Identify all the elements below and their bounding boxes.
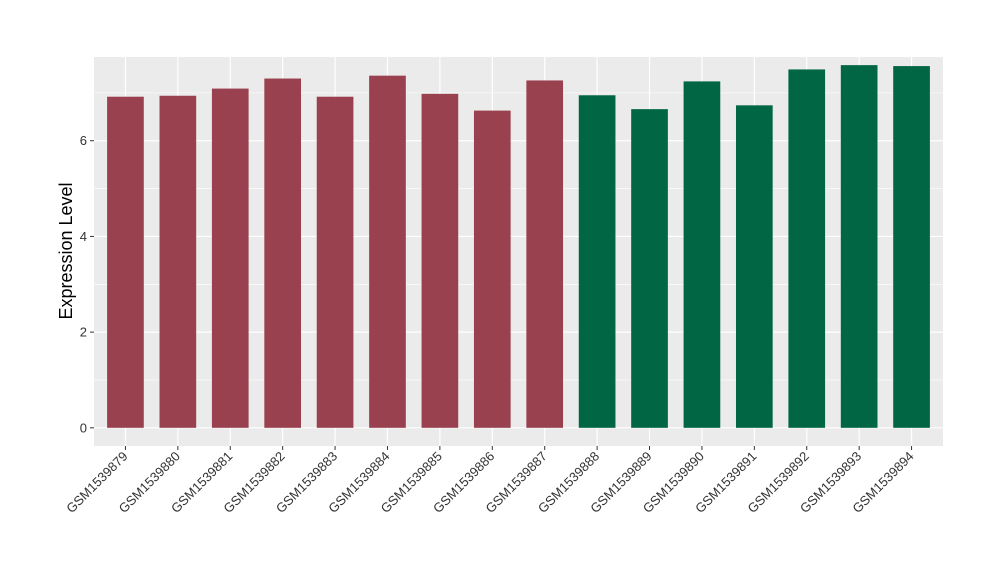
- bar-GSM1539892: [788, 69, 826, 428]
- bar-GSM1539882: [264, 78, 302, 428]
- bar-GSM1539881: [211, 88, 249, 428]
- bar-GSM1539893: [840, 65, 878, 428]
- bar-GSM1539886: [473, 110, 511, 428]
- bar-GSM1539889: [631, 109, 668, 428]
- bar-GSM1539884: [369, 75, 406, 428]
- bars: [107, 65, 930, 428]
- bar-GSM1539883: [316, 96, 354, 428]
- bar-GSM1539879: [107, 96, 144, 428]
- bar-GSM1539891: [735, 105, 773, 428]
- y-axis-title: Expression Level: [56, 182, 76, 319]
- bar-GSM1539888: [578, 95, 616, 428]
- y-axis-ticks: 0 2 4 6: [80, 133, 94, 435]
- bar-GSM1539894: [893, 66, 930, 428]
- y-tick-label: 6: [80, 133, 87, 148]
- bar-GSM1539887: [526, 80, 564, 428]
- x-axis-ticks: GSM1539879GSM1539880GSM1539881GSM1539882…: [63, 446, 917, 516]
- y-tick-label: 4: [80, 229, 87, 244]
- bar-GSM1539885: [421, 93, 459, 428]
- y-tick-label: 2: [80, 325, 87, 340]
- y-tick-label: 0: [80, 420, 87, 435]
- bar-GSM1539890: [683, 81, 721, 428]
- bar-GSM1539880: [159, 95, 197, 428]
